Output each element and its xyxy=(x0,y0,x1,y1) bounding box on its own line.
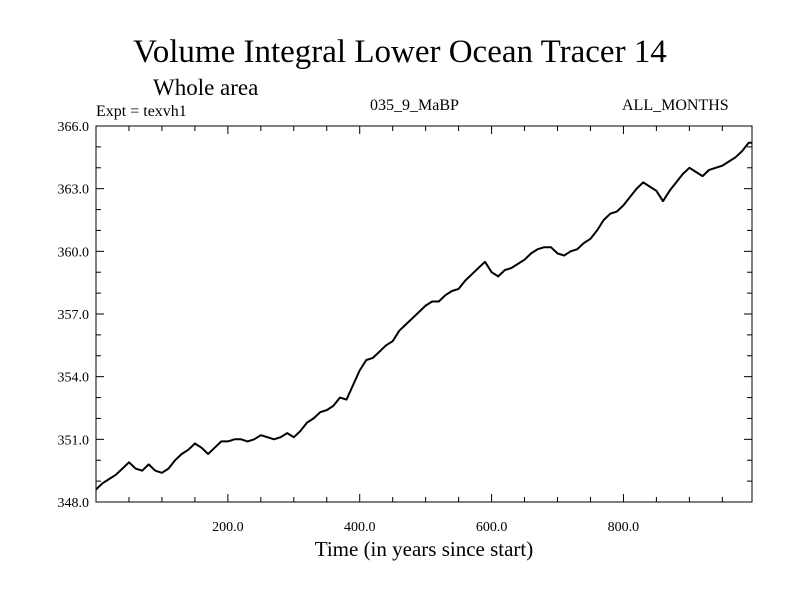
x-axis-label: Time (in years since start) xyxy=(314,537,534,561)
chart-title: Volume Integral Lower Ocean Tracer 14 xyxy=(133,34,667,70)
tick-labels: 200.0 400.0 600.0 800.0 348.0 351.0 354.0 357.0… xyxy=(58,120,640,535)
series-line xyxy=(95,141,752,491)
series-group xyxy=(95,141,752,491)
y-tick-label: 354.0 xyxy=(58,371,90,386)
x-tick-label: 800.0 xyxy=(608,520,640,535)
axis-ticks xyxy=(96,125,752,503)
x-tick-label: 200.0 xyxy=(212,520,244,535)
chart-subtitle: Whole area xyxy=(153,75,259,100)
x-tick-label: 400.0 xyxy=(344,520,376,535)
y-tick-label: 363.0 xyxy=(58,183,90,198)
plot-frame xyxy=(95,125,753,503)
period-label: 035_9_MaBP xyxy=(370,97,459,114)
y-tick-label: 357.0 xyxy=(58,308,90,323)
y-tick-label: 348.0 xyxy=(58,496,90,511)
experiment-label: Expt = texvh1 xyxy=(96,103,187,120)
y-tick-label: 351.0 xyxy=(58,433,90,448)
x-tick-label: 600.0 xyxy=(476,520,508,535)
months-label: ALL_MONTHS xyxy=(622,97,729,114)
y-tick-label: 360.0 xyxy=(58,245,90,260)
y-tick-label: 366.0 xyxy=(58,120,90,135)
